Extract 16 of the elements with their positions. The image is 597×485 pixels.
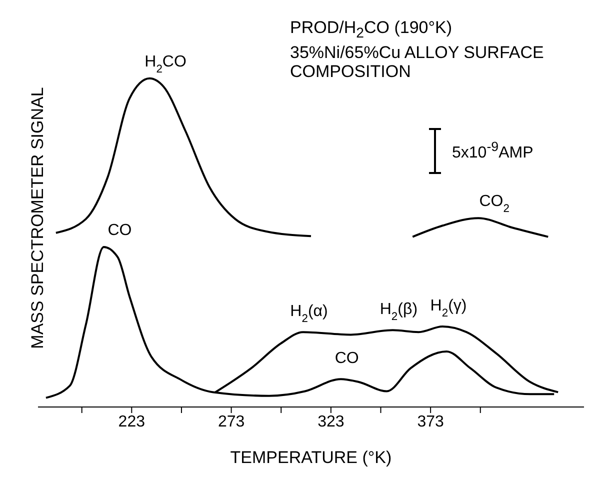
x-tick-label: 223 — [118, 413, 146, 430]
series-label: CO — [108, 222, 132, 239]
y-axis-title: MASS SPECTROMETER SIGNAL — [28, 86, 48, 351]
x-tick-label: 373 — [417, 413, 444, 430]
chart-subtitle: 35%Ni/65%Cu ALLOY SURFACE COMPOSITION — [290, 43, 545, 82]
annotation: H$_{2}$(γ) — [430, 298, 467, 320]
x-tick-label: 273 — [218, 413, 245, 430]
series-label: H$_{2}$CO — [144, 53, 186, 76]
series-label: CO$_{2}$ — [479, 193, 510, 216]
x-tick-label: 323 — [318, 413, 344, 430]
x-axis-title: TEMPERATURE (°K) — [230, 448, 392, 467]
annotation: 5x10$^{-9}$AMP — [452, 139, 534, 163]
chart-title: PROD/H$_{2}$CO (190°K) — [290, 18, 454, 44]
annotation: CO — [334, 350, 359, 368]
annotation: H$_{2}$(β) — [380, 301, 418, 324]
annotation: H$_{2}$(α) — [290, 303, 328, 326]
